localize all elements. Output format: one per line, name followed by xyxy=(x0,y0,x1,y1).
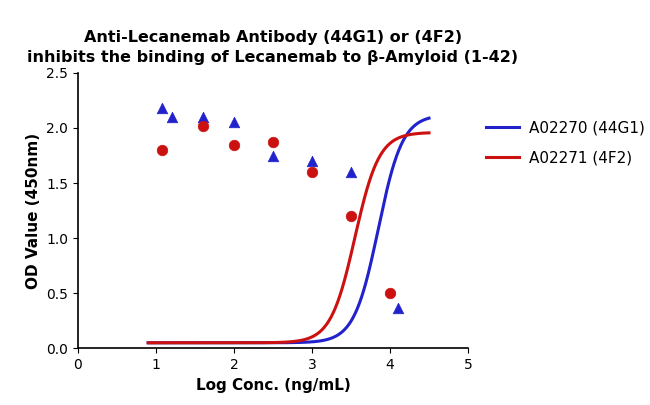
A02271 (4F2) xyxy=(311,333,319,337)
A02271 (4F2) xyxy=(374,156,382,161)
A02271 (4F2) xyxy=(296,338,304,343)
X-axis label: Log Conc. (ng/mL): Log Conc. (ng/mL) xyxy=(196,377,350,392)
Point xyxy=(385,290,395,296)
Point xyxy=(346,169,356,175)
A02270 (44G1) xyxy=(419,118,426,123)
A02271 (4F2) xyxy=(278,340,285,345)
A02270 (44G1) xyxy=(144,340,152,345)
A02271 (4F2) xyxy=(425,130,433,135)
Point xyxy=(307,158,317,164)
A02270 (44G1) xyxy=(296,340,304,345)
Point xyxy=(268,152,278,159)
Point xyxy=(268,139,278,145)
A02271 (4F2) xyxy=(144,340,152,345)
Point xyxy=(157,147,168,153)
A02270 (44G1) xyxy=(280,340,287,345)
A02270 (44G1) xyxy=(425,116,433,121)
A02270 (44G1) xyxy=(278,340,285,345)
Point xyxy=(393,304,403,311)
Point xyxy=(166,114,177,120)
A02271 (4F2) xyxy=(419,131,426,136)
Point xyxy=(307,169,317,175)
A02271 (4F2) xyxy=(280,340,287,345)
Point xyxy=(346,213,356,220)
Line: A02271 (4F2): A02271 (4F2) xyxy=(148,133,429,343)
Line: A02270 (44G1): A02270 (44G1) xyxy=(148,118,429,343)
A02270 (44G1) xyxy=(311,339,319,344)
Point xyxy=(198,114,208,120)
Point xyxy=(198,123,208,129)
Y-axis label: OD Value (450nm): OD Value (450nm) xyxy=(26,132,41,289)
Point xyxy=(229,119,239,126)
Point xyxy=(229,141,239,148)
Legend: A02270 (44G1), A02271 (4F2): A02270 (44G1), A02271 (4F2) xyxy=(480,114,650,172)
Title: Anti-Lecanemab Antibody (44G1) or (4F2)
inhibits the binding of Lecanemab to β-A: Anti-Lecanemab Antibody (44G1) or (4F2) … xyxy=(27,30,519,65)
Point xyxy=(157,105,168,111)
A02270 (44G1) xyxy=(374,226,382,231)
